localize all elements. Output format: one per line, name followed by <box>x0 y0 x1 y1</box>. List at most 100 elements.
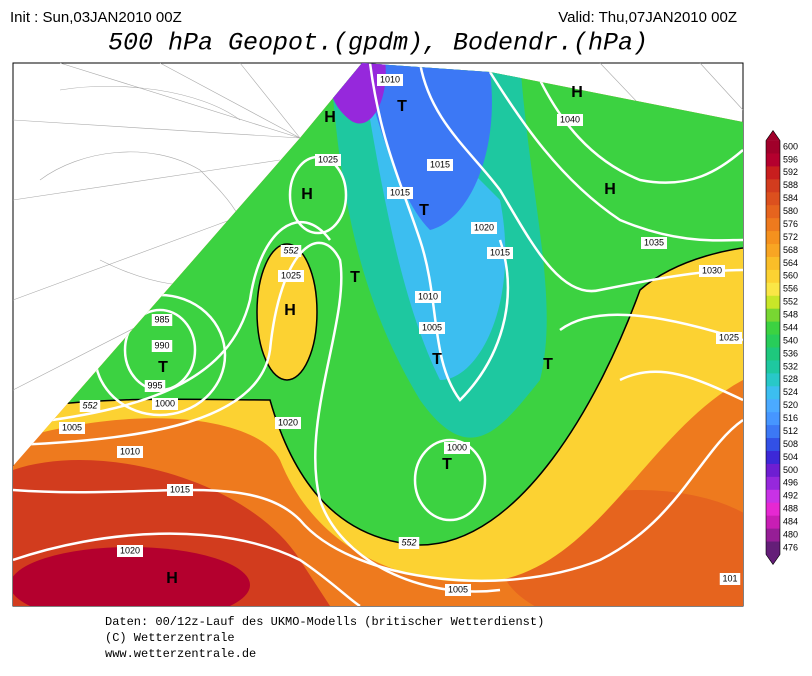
isobar-label-bg <box>280 245 302 257</box>
isobar-label: 1025 <box>318 154 338 164</box>
colorbar-swatch <box>766 269 780 284</box>
colorbar-label: 596 <box>783 154 798 164</box>
colorbar-label: 484 <box>783 517 798 527</box>
colorbar-label: 536 <box>783 348 798 358</box>
isobar-label-bg <box>117 545 143 557</box>
pressure-center: T <box>543 356 553 373</box>
map-labels: 1010 T H 1025 1015 1015 H T 1020 1015 H 1040 H 1035 10… <box>59 74 742 596</box>
colorbar-outline <box>765 130 781 565</box>
isobar-label-bg <box>444 442 470 454</box>
isobar-label: 1010 <box>418 291 438 301</box>
pressure-center: T <box>442 456 452 473</box>
init-time: Init : Sun,03JAN2010 00Z <box>10 9 182 26</box>
isobar-label: 1020 <box>120 545 140 555</box>
colorbar-label: 560 <box>783 271 798 281</box>
colorbar-swatch <box>766 256 780 271</box>
colorbar-swatch <box>766 515 780 530</box>
isobar-label-bg <box>699 265 725 277</box>
graticule <box>12 62 744 391</box>
isobar-label-bg <box>377 74 403 86</box>
isobar-label: 1015 <box>490 247 510 257</box>
colorbar-swatch <box>766 412 780 426</box>
colorbar-swatch <box>766 502 780 517</box>
isobar-label-bg <box>144 380 166 392</box>
isobar-label-bg <box>79 400 101 412</box>
isobar-label: 1025 <box>719 332 739 342</box>
colorbar-swatch <box>766 321 780 336</box>
isobar-label-bg <box>445 584 471 596</box>
isobar-label-bg <box>278 270 304 282</box>
isobar-label: 1010 <box>380 74 400 84</box>
valid-time: Valid: Thu,07JAN2010 00Z <box>558 9 737 26</box>
isobar-label: 1015 <box>170 484 190 494</box>
colorbar-label: 564 <box>783 258 798 268</box>
colorbar-swatch <box>766 334 780 348</box>
isobar-label: 101 <box>722 573 737 583</box>
isobar-label: 985 <box>154 314 169 324</box>
colorbar-label: 492 <box>783 491 798 501</box>
isobar-label-bg <box>716 332 742 344</box>
isobar-label-bg <box>152 398 178 410</box>
colorbar-label: 556 <box>783 284 798 294</box>
isobar-label-bg <box>557 114 583 126</box>
colorbar-label: 580 <box>783 206 798 216</box>
isobar-label: 1000 <box>155 398 175 408</box>
colorbar-label: 528 <box>783 374 798 384</box>
colorbar-swatch <box>766 153 780 167</box>
colorbar-label: 496 <box>783 478 798 488</box>
isobar-label: 1015 <box>390 187 410 197</box>
colorbar-swatch <box>766 425 780 439</box>
isobar-label-bg <box>167 484 193 496</box>
isobar-label: 995 <box>147 380 162 390</box>
colorbar-label: 572 <box>783 232 798 242</box>
isobar-label: 1000 <box>447 442 467 452</box>
isobar-label-bg <box>59 422 85 434</box>
colorbar-top-cap <box>766 130 780 141</box>
isobar-label: 1035 <box>644 237 664 247</box>
colorbar-swatch <box>766 386 780 400</box>
footer-url: www.wetterzentrale.de <box>105 647 256 661</box>
colorbar-label: 576 <box>783 219 798 229</box>
isobar-label-bg <box>151 314 173 326</box>
isobar-label-bg <box>398 537 420 549</box>
colorbar-swatch <box>766 399 780 413</box>
footer-source: Daten: 00/12z-Lauf des UKMO-Modells (bri… <box>105 615 544 629</box>
colorbar-swatch <box>766 244 780 258</box>
isobar-label: 1005 <box>62 422 82 432</box>
colorbar-label: 500 <box>783 465 798 475</box>
colorbar-bottom-cap <box>766 554 780 565</box>
isobar-label: 1025 <box>281 270 301 280</box>
isobar-label: 552 <box>401 537 416 547</box>
colorbar-swatch <box>766 541 780 555</box>
colorbar-swatch <box>766 463 780 478</box>
colorbar-label: 480 <box>783 529 798 539</box>
isobar-label-bg <box>415 291 441 303</box>
map-title: 500 hPa Geopot.(gpdm), Bodendr.(hPa) <box>108 29 648 58</box>
colorbar-label: 552 <box>783 297 798 307</box>
pressure-center: H <box>301 186 313 203</box>
colorbar-label: 504 <box>783 452 798 462</box>
isobar-label-bg <box>387 187 413 199</box>
colorbar-label: 544 <box>783 322 798 332</box>
colorbar-label: 524 <box>783 387 798 397</box>
pressure-center: T <box>350 269 360 286</box>
colorbar-swatch <box>766 489 780 504</box>
isobar-label: 552 <box>82 400 97 410</box>
colorbar-swatch <box>766 231 780 245</box>
colorbar-swatch <box>766 282 780 297</box>
isobar-label-bg <box>315 154 341 166</box>
colorbar: 600 596 592 588 584 580 576 572 568 564 560 556 552 5… <box>765 130 798 565</box>
pressure-center: H <box>571 84 583 101</box>
isobar-label: 1030 <box>702 265 722 275</box>
isobar-label-bg <box>117 446 143 458</box>
colorbar-label: 488 <box>783 504 798 514</box>
colorbar-label: 600 <box>783 141 798 151</box>
colorbar-label: 512 <box>783 426 798 436</box>
isobar-label: 1040 <box>560 114 580 124</box>
isobar-label-bg <box>471 222 497 234</box>
isobar-label: 1005 <box>422 322 442 332</box>
pressure-center: H <box>324 109 336 126</box>
colorbar-swatch <box>766 450 780 465</box>
